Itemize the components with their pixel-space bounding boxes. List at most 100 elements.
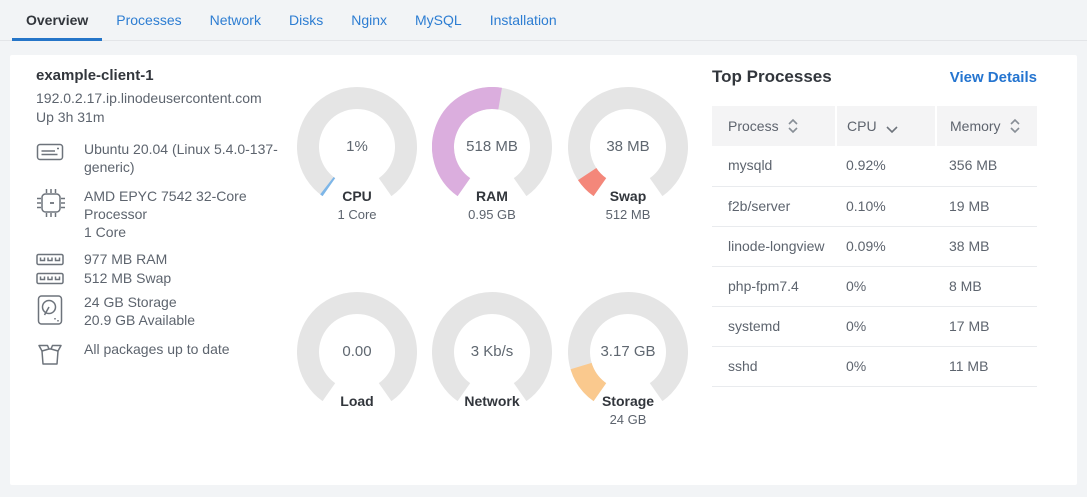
process-name: mysqld [712,146,836,187]
gauge-network: 3 Kb/s Network [432,292,552,467]
process-memory: 17 MB [936,306,1037,347]
swap-gauge-chart [568,87,688,197]
view-details-link[interactable]: View Details [949,68,1037,86]
sort-icon [1009,118,1020,134]
storage-gauge-chart [568,292,688,402]
process-name: php-fpm7.4 [712,266,836,307]
process-name: sshd [712,346,836,387]
spec-storage-text: 24 GB Storage 20.9 GB Available [84,293,290,329]
cpu-model: AMD EPYC 7542 32-Core Processor [84,188,247,222]
gauge-load-value: 0.00 [342,343,372,360]
storage-available: 20.9 GB Available [84,312,196,328]
process-memory: 38 MB [936,226,1037,267]
gauge-storage-value: 3.17 GB [600,343,656,360]
tab-network[interactable]: Network [209,12,261,28]
cpu-gauge-chart [297,87,417,197]
tab-disks[interactable]: Disks [288,12,324,28]
process-cpu: 0.09% [836,226,936,267]
process-name: systemd [712,306,836,347]
network-gauge-chart [432,292,552,402]
client-name: example-client-1 [36,67,154,84]
process-name: f2b/server [712,186,836,227]
tab-overview[interactable]: Overview [12,0,103,41]
gauge-swap: 38 MB Swap 512 MB [568,87,688,262]
gauge-ram-sublabel: 0.95 GB [468,207,516,222]
client-hostname: 192.0.2.17.ip.linodeusercontent.com [36,90,262,106]
tab-installation[interactable]: Installation [489,12,557,28]
client-uptime: Up 3h 31m [36,109,105,125]
spec-storage: 24 GB Storage 20.9 GB Available [36,293,294,329]
table-row: f2b/server 0.10% 19 MB [712,186,1037,227]
top-processes-table: Process CPU Memory [712,106,1037,387]
gauge-swap-sublabel: 512 MB [605,207,651,222]
gauge-storage-sublabel: 24 GB [609,412,647,427]
spec-cpu-text: AMD EPYC 7542 32-Core Processor 1 Core [84,187,290,241]
gauge-load: 0.00 Load [297,292,417,467]
tab-processes[interactable]: Processes [116,12,182,28]
gauge-cpu-sublabel: 1 Core [337,207,377,222]
gauge-ram: 518 MB RAM 0.95 GB [432,87,552,262]
client-specs: Ubuntu 20.04 (Linux 5.4.0-137-generic) A… [36,140,294,367]
spec-packages-text: All packages up to date [84,341,230,357]
top-processes-panel: Top Processes View Details Process CPU [712,67,1037,387]
gauge-cpu: 1% CPU 1 Core [297,87,417,262]
spec-os-text: Ubuntu 20.04 (Linux 5.4.0-137-generic) [84,141,278,175]
spec-swap-text: 512 MB Swap [84,270,172,286]
process-cpu: 0.92% [836,146,936,187]
process-cpu: 0% [836,266,936,307]
os-icon [36,140,84,176]
gauge-storage-label: Storage [601,393,655,409]
column-header-memory[interactable]: Memory [935,106,1037,146]
column-header-cpu[interactable]: CPU [835,106,936,146]
spec-ram-text: 977 MB RAM [84,251,168,267]
gauge-network-value: 3 Kb/s [470,343,514,360]
ram-icon [36,252,84,267]
sort-desc-icon [885,126,898,133]
table-row: php-fpm7.4 0% 8 MB [712,266,1037,307]
table-row: linode-longview 0.09% 38 MB [712,226,1037,267]
cpu-cores: 1 Core [84,224,127,240]
overview-card: example-client-1 192.0.2.17.ip.linodeuse… [10,55,1077,485]
cpu-icon [36,187,84,241]
column-label: CPU [847,118,877,134]
tab-bar: Overview Processes Network Disks Nginx M… [0,0,1087,41]
ram-icon [36,271,84,286]
top-processes-title: Top Processes [712,67,832,86]
gauge-network-label: Network [464,393,520,409]
column-header-process[interactable]: Process [712,106,836,146]
process-cpu: 0.10% [836,186,936,227]
spec-packages: All packages up to date [36,340,294,367]
client-summary: example-client-1 192.0.2.17.ip.linodeuse… [36,67,294,378]
gauge-swap-label: Swap [609,188,647,204]
gauge-storage: 3.17 GB Storage 24 GB [568,292,688,467]
load-gauge-chart [297,292,417,402]
process-memory: 356 MB [936,146,1037,187]
process-memory: 11 MB [936,346,1037,387]
gauge-swap-value: 38 MB [606,138,650,155]
storage-total: 24 GB Storage [84,294,177,310]
table-row: sshd 0% 11 MB [712,346,1037,387]
sort-icon [788,118,798,134]
process-cpu: 0% [836,306,936,347]
spec-os: Ubuntu 20.04 (Linux 5.4.0-137-generic) [36,140,294,176]
gauge-load-label: Load [340,393,374,409]
process-cpu: 0% [836,346,936,387]
gauge-ram-label: RAM [476,188,508,204]
process-name: linode-longview [712,226,836,267]
column-label: Memory [950,118,1001,134]
spec-ram: 977 MB RAM 512 MB Swap [36,252,294,286]
spec-cpu: AMD EPYC 7542 32-Core Processor 1 Core [36,187,294,241]
gauge-ram-value: 518 MB [466,138,518,155]
gauge-cpu-label: CPU [342,188,372,204]
table-header-row: Process CPU Memory [712,106,1037,146]
package-icon [36,340,84,367]
column-label: Process [728,118,779,134]
tab-mysql[interactable]: MySQL [415,12,462,28]
table-row: systemd 0% 17 MB [712,306,1037,347]
process-memory: 19 MB [936,186,1037,227]
ram-gauge-chart [432,87,552,197]
table-row: mysqld 0.92% 356 MB [712,146,1037,187]
gauge-cpu-value: 1% [346,138,368,155]
process-memory: 8 MB [936,266,1037,307]
tab-nginx[interactable]: Nginx [351,12,388,28]
